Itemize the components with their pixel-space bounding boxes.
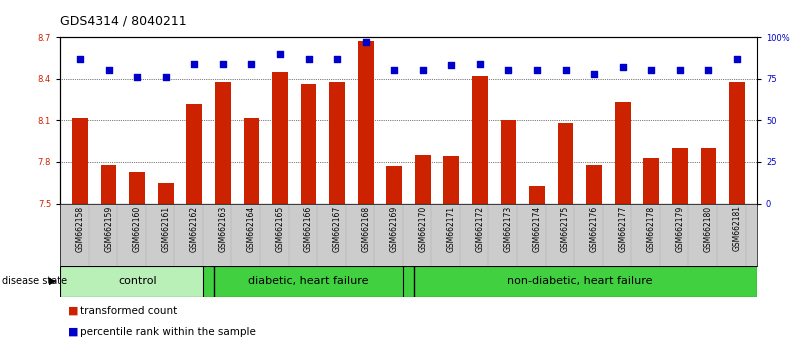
- Text: GSM662162: GSM662162: [190, 205, 199, 252]
- Point: [588, 71, 601, 76]
- Text: GDS4314 / 8040211: GDS4314 / 8040211: [60, 14, 187, 27]
- Point: [674, 68, 686, 73]
- Text: GSM662166: GSM662166: [304, 205, 313, 252]
- Text: percentile rank within the sample: percentile rank within the sample: [80, 327, 256, 337]
- Text: control: control: [118, 276, 156, 286]
- Point: [274, 51, 287, 57]
- Text: GSM662160: GSM662160: [133, 205, 142, 252]
- Text: GSM662169: GSM662169: [390, 205, 399, 252]
- Text: GSM662174: GSM662174: [533, 205, 541, 252]
- Text: GSM662170: GSM662170: [418, 205, 427, 252]
- Text: ▶: ▶: [49, 276, 56, 286]
- Bar: [501, 120, 517, 204]
- Bar: [129, 172, 145, 204]
- Text: GSM662167: GSM662167: [332, 205, 341, 252]
- Bar: [244, 118, 260, 204]
- Text: GSM662158: GSM662158: [75, 205, 85, 252]
- Point: [159, 74, 172, 80]
- Text: transformed count: transformed count: [80, 306, 177, 316]
- Bar: [729, 81, 745, 204]
- Bar: [586, 165, 602, 204]
- Point: [103, 68, 115, 73]
- Point: [445, 63, 457, 68]
- Bar: [615, 102, 630, 204]
- Text: GSM662177: GSM662177: [618, 205, 627, 252]
- Text: ■: ■: [68, 306, 78, 316]
- Text: GSM662163: GSM662163: [219, 205, 227, 252]
- Text: GSM662173: GSM662173: [504, 205, 513, 252]
- Bar: [101, 165, 116, 204]
- Text: GSM662172: GSM662172: [476, 205, 485, 252]
- Bar: [272, 72, 288, 204]
- Text: GSM662159: GSM662159: [104, 205, 113, 252]
- Point: [388, 68, 400, 73]
- Point: [245, 61, 258, 67]
- Point: [502, 68, 515, 73]
- Point: [530, 68, 543, 73]
- Bar: [672, 148, 688, 204]
- Bar: [60, 266, 215, 297]
- Bar: [203, 266, 414, 297]
- Point: [417, 68, 429, 73]
- Point: [331, 56, 344, 62]
- Bar: [187, 104, 202, 204]
- Point: [74, 56, 87, 62]
- Bar: [386, 166, 402, 204]
- Bar: [358, 41, 373, 204]
- Text: GSM662178: GSM662178: [646, 205, 656, 252]
- Point: [302, 56, 315, 62]
- Text: GSM662161: GSM662161: [161, 205, 171, 252]
- Text: GSM662171: GSM662171: [447, 205, 456, 252]
- Text: GSM662175: GSM662175: [561, 205, 570, 252]
- Text: disease state: disease state: [2, 276, 66, 286]
- Bar: [215, 81, 231, 204]
- Bar: [529, 185, 545, 204]
- Point: [473, 61, 486, 67]
- Point: [188, 61, 201, 67]
- Bar: [329, 81, 345, 204]
- Bar: [72, 118, 88, 204]
- Bar: [300, 84, 316, 204]
- Bar: [403, 266, 757, 297]
- Text: GSM662168: GSM662168: [361, 205, 370, 252]
- Point: [702, 68, 714, 73]
- Point: [645, 68, 658, 73]
- Text: GSM662164: GSM662164: [247, 205, 256, 252]
- Bar: [444, 156, 459, 204]
- Text: GSM662179: GSM662179: [675, 205, 684, 252]
- Bar: [158, 183, 174, 204]
- Text: ■: ■: [68, 327, 78, 337]
- Point: [559, 68, 572, 73]
- Text: non-diabetic, heart failure: non-diabetic, heart failure: [507, 276, 653, 286]
- Bar: [472, 76, 488, 204]
- Text: GSM662180: GSM662180: [704, 205, 713, 252]
- Point: [616, 64, 629, 70]
- Bar: [415, 155, 431, 204]
- Point: [360, 39, 372, 45]
- Point: [216, 61, 229, 67]
- Point: [731, 56, 743, 62]
- Text: GSM662176: GSM662176: [590, 205, 598, 252]
- Bar: [701, 148, 716, 204]
- Bar: [557, 123, 574, 204]
- Bar: [643, 158, 659, 204]
- Point: [131, 74, 143, 80]
- Text: GSM662165: GSM662165: [276, 205, 284, 252]
- Text: diabetic, heart failure: diabetic, heart failure: [248, 276, 368, 286]
- Text: GSM662181: GSM662181: [732, 205, 742, 251]
